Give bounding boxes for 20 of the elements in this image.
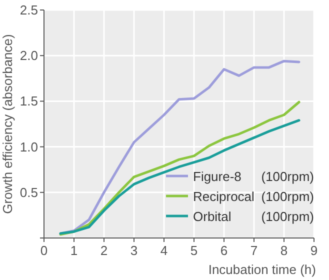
y-tick-label: 2.0 (20, 48, 38, 64)
y-tick-label: 0.5 (20, 184, 38, 200)
legend-label: Reciprocal (100rpm) (193, 189, 314, 204)
y-tick-label: 2.5 (20, 2, 38, 18)
x-tick-label: 8 (280, 243, 288, 258)
x-tick-label: 3 (130, 243, 138, 258)
x-tick-label: 0 (40, 243, 48, 258)
y-axis-title: Growth efficiency (absorbance) (0, 34, 15, 214)
x-tick-label: 1 (70, 243, 78, 258)
text: Orbital (100rpm) (193, 209, 314, 224)
x-tick-label: 5 (190, 243, 198, 258)
x-tick-label: 6 (220, 243, 228, 258)
x-tick-label: 4 (160, 243, 168, 258)
x-axis-title: Incubation time (h) (208, 262, 316, 277)
x-tick-label: 7 (250, 243, 258, 258)
y-tick-label: 1.0 (20, 139, 38, 154)
text: Figure-8 (100rpm) (193, 169, 314, 184)
x-tick-label: 9 (310, 243, 318, 258)
x-tick-label: 2 (100, 243, 108, 258)
y-tick-label: 1.5 (20, 94, 38, 109)
